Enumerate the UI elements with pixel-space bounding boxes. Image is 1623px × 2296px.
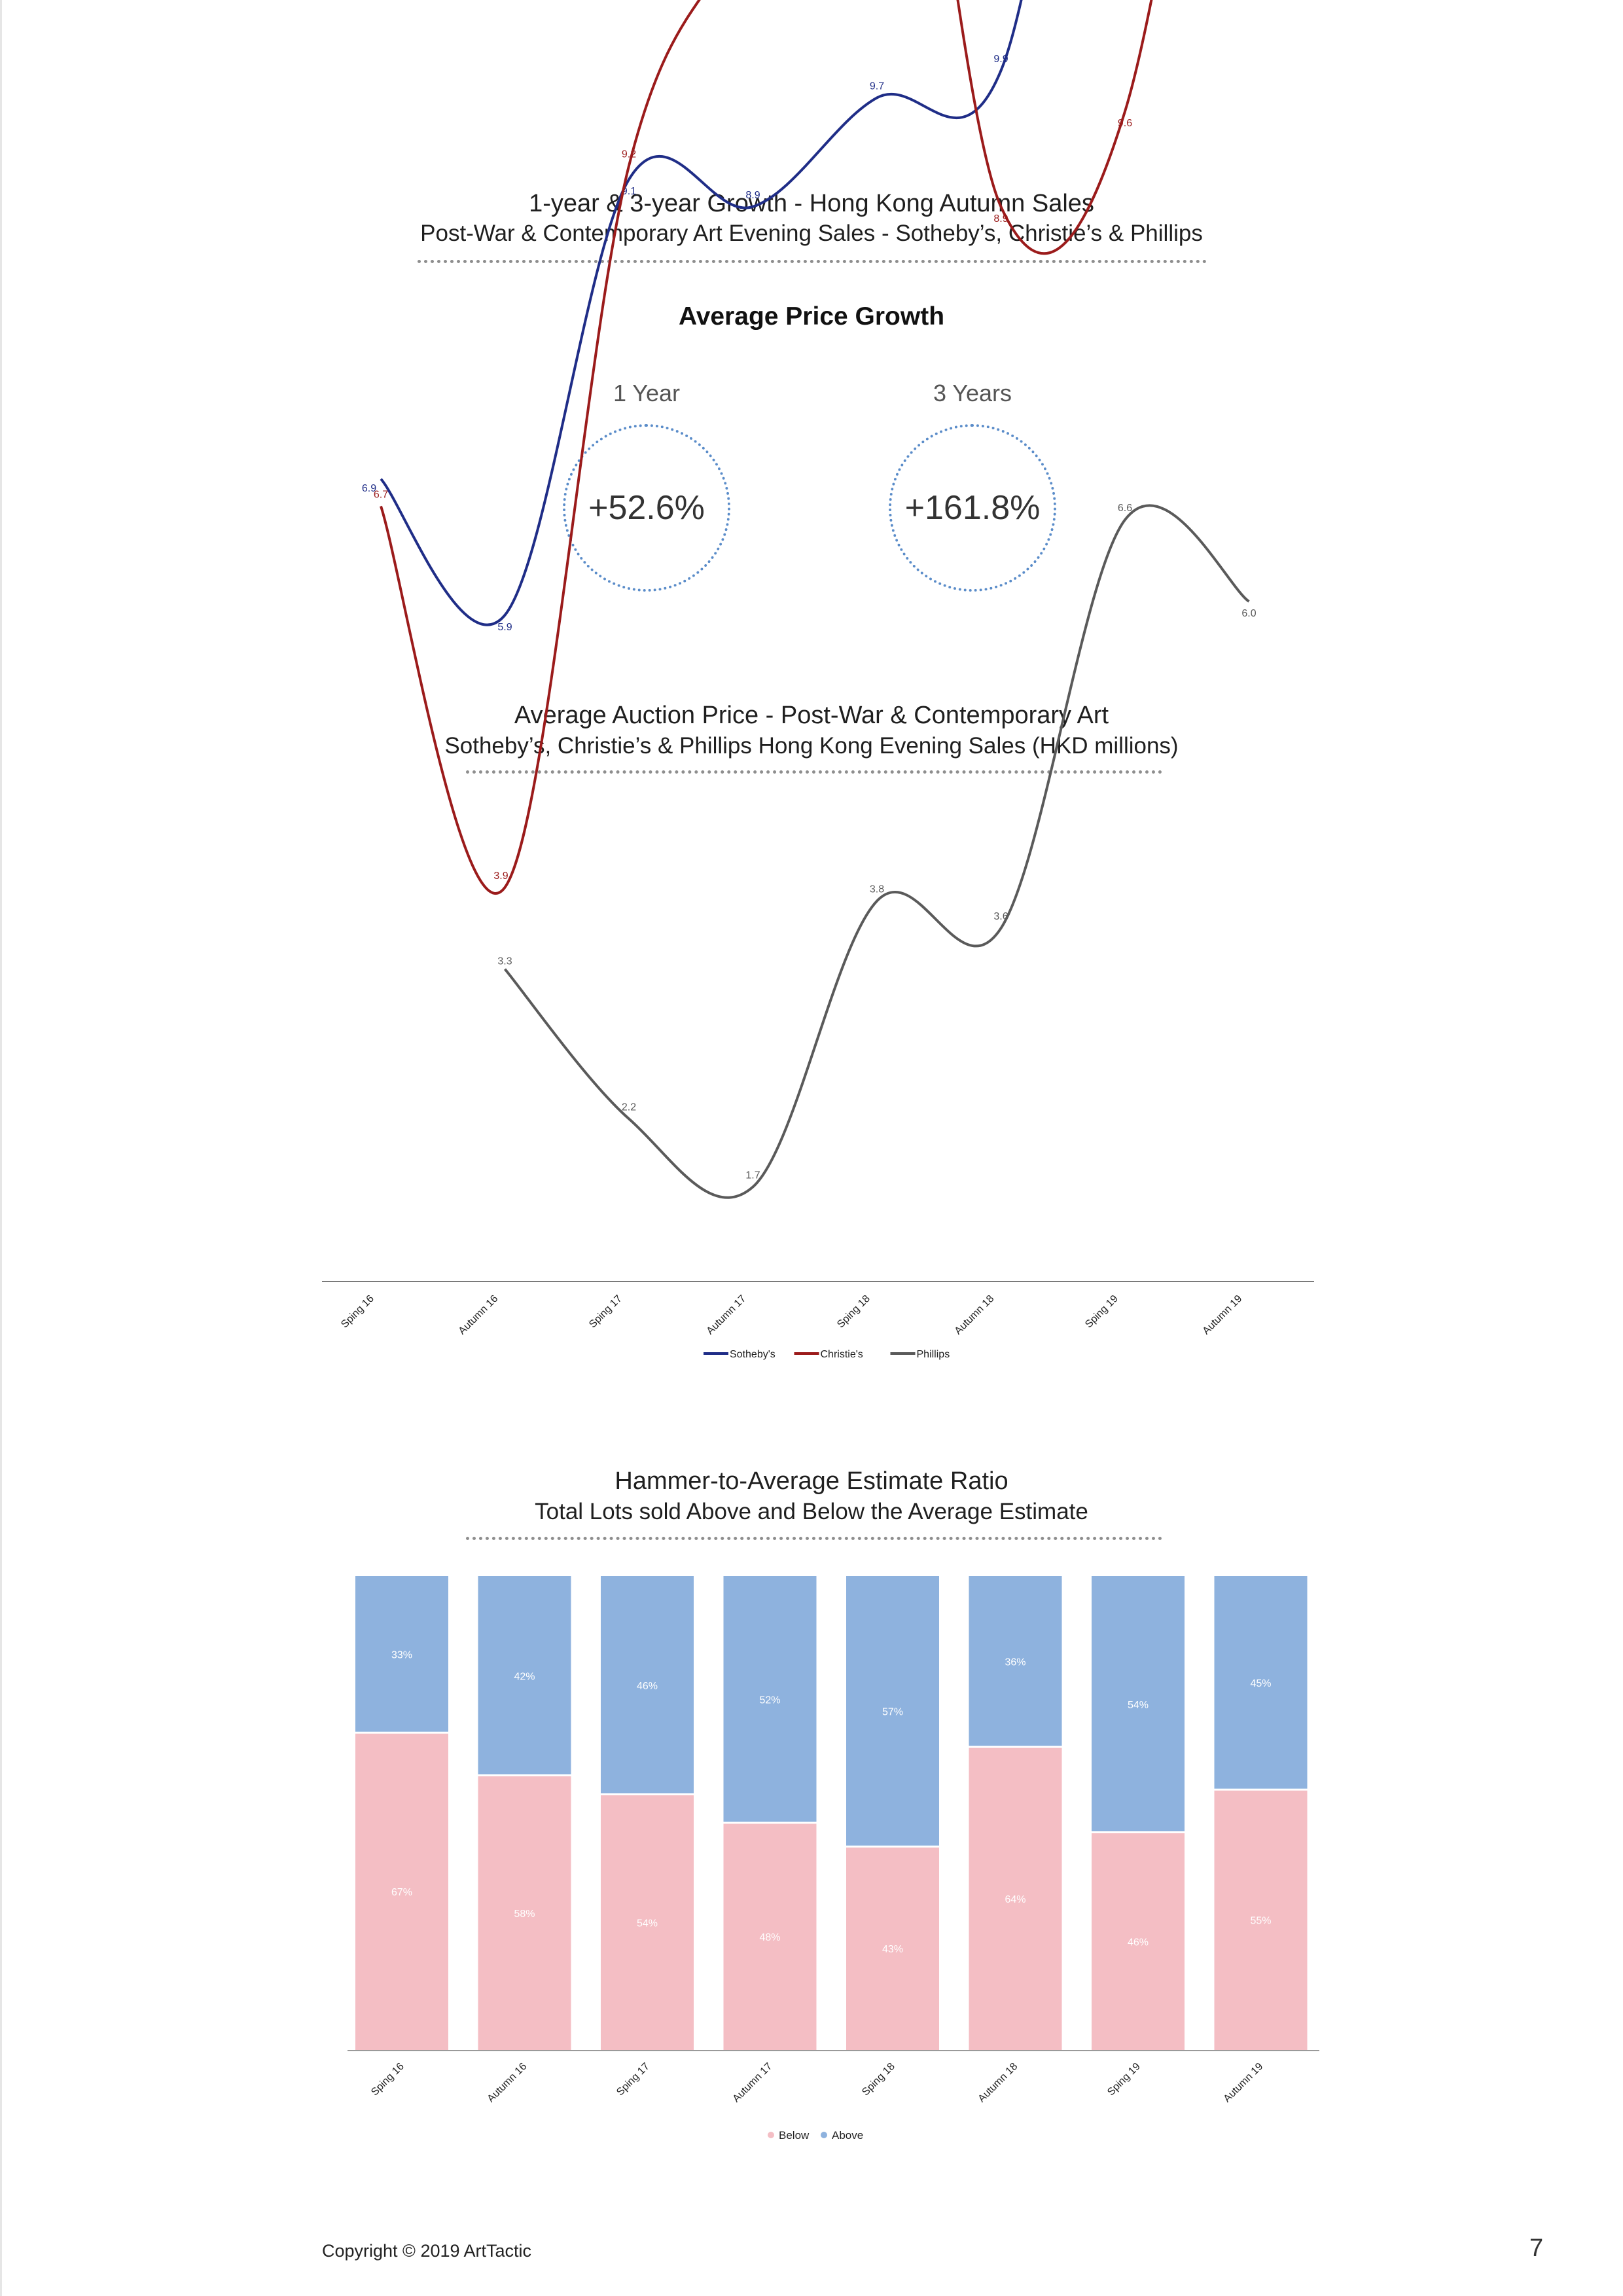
- data-label: 3.3: [497, 956, 512, 967]
- data-label: 3.8: [870, 884, 884, 895]
- data-label: 2.2: [622, 1102, 636, 1113]
- x-tick-label: Sping 17: [587, 1293, 624, 1331]
- data-label: 6.7: [374, 489, 388, 500]
- line-chart-title: Average Auction Price - Post-War & Conte…: [514, 702, 1109, 729]
- line-chart-divider: [466, 770, 1162, 774]
- data-label: 6.9: [362, 483, 376, 494]
- data-label: 6.6: [1118, 503, 1132, 514]
- data-label: 5.9: [497, 622, 512, 633]
- x-tick-label: Autumn 17: [705, 1293, 749, 1337]
- x-tick-label: Sping 19: [1083, 1293, 1120, 1331]
- data-label: 9.7: [870, 81, 884, 92]
- x-tick-label: Autumn 18: [953, 1293, 997, 1337]
- metric-3-years-circle: +161.8%: [889, 424, 1056, 592]
- x-tick-label: Autumn 19: [1201, 1293, 1245, 1337]
- data-label: 9.9: [993, 54, 1008, 65]
- data-label: 8.9: [745, 190, 760, 201]
- metric-1-year-circle: +52.6%: [563, 424, 730, 592]
- legend-label: Sotheby's: [730, 1349, 776, 1360]
- data-label: 6.0: [1241, 608, 1256, 619]
- data-label: 1.7: [745, 1170, 760, 1181]
- metric-3-years-value: +161.8%: [904, 489, 1041, 527]
- series-line-phillips: [503, 504, 1250, 1199]
- copyright-text: Copyright © 2019 ArtTactic: [322, 2241, 532, 2261]
- data-label: 3.6: [993, 911, 1008, 922]
- metric-1-year-value: +52.6%: [588, 489, 705, 527]
- bar-chart-subtitle: Total Lots sold Above and Below the Aver…: [535, 1499, 1088, 1524]
- page-number: 7: [1529, 2234, 1544, 2262]
- data-label: 3.9: [493, 870, 508, 882]
- data-label: 9.6: [1118, 118, 1132, 129]
- metric-3-years-label: 3 Years: [933, 380, 1012, 406]
- x-tick-label: Sping 16: [339, 1293, 376, 1331]
- data-label: 8.9: [993, 213, 1008, 224]
- x-tick-label: Autumn 16: [457, 1293, 501, 1337]
- series-line-sothebys: [380, 0, 1023, 626]
- legend-label: Phillips: [917, 1349, 950, 1360]
- series-line-christies: [380, 0, 1153, 895]
- page-edge: [0, 0, 2, 2296]
- bar-chart-title: Hammer-to-Average Estimate Ratio: [615, 1467, 1008, 1495]
- growth-divider: [418, 260, 1207, 263]
- data-label: 9.1: [622, 186, 636, 197]
- bar-chart-divider: [466, 1537, 1162, 1540]
- metric-1-year-label: 1 Year: [613, 380, 681, 406]
- price-growth-heading: Average Price Growth: [678, 302, 945, 331]
- legend-label: Christie's: [821, 1349, 863, 1360]
- x-tick-label: Sping 18: [835, 1293, 872, 1331]
- data-label: 9.2: [622, 149, 636, 160]
